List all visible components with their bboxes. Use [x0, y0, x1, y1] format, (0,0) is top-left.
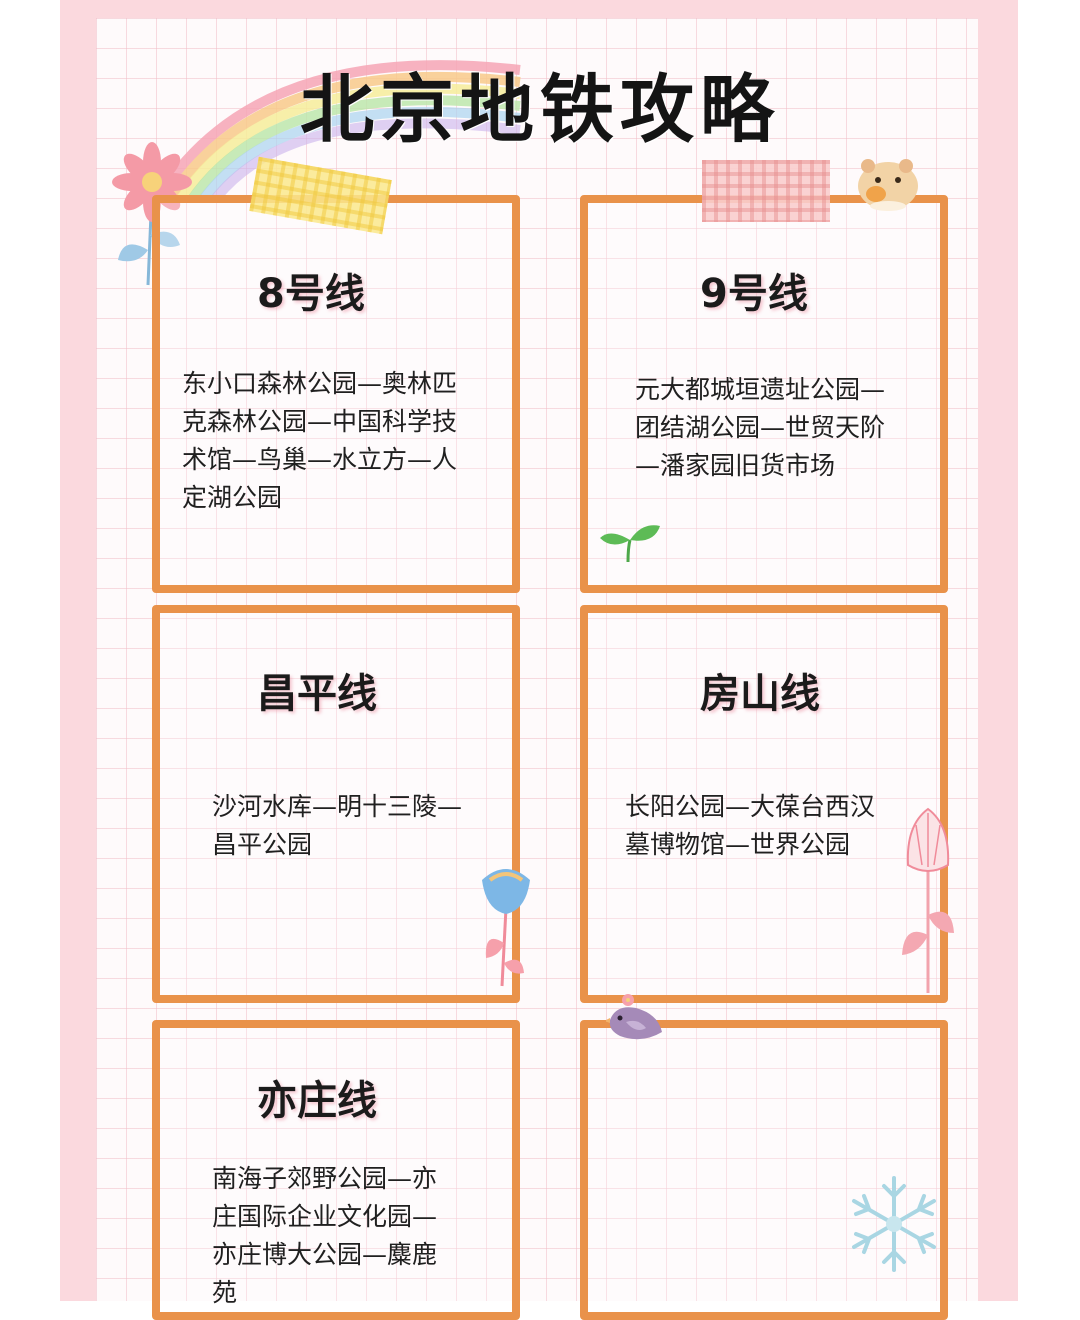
- station-line: 克森林公园—中国科学技: [182, 407, 458, 436]
- card-changping-line: 昌平线 沙河水库—明十三陵— 昌平公园: [152, 605, 520, 1003]
- hamster-icon: [858, 159, 918, 211]
- card-stations: 长阳公园—大葆台西汉 墓博物馆—世界公园: [625, 788, 875, 864]
- station-line: 长阳公园—大葆台西汉: [625, 792, 876, 821]
- station-line: 苑: [212, 1278, 238, 1307]
- snowflake-icon: [852, 1176, 936, 1272]
- card-stations: 元大都城垣遗址公园— 团结湖公园—世贸天阶 —潘家园旧货市场: [635, 371, 885, 485]
- station-line: 墓博物馆—世界公园: [625, 830, 851, 859]
- station-line: 庄国际企业文化园—: [212, 1202, 438, 1231]
- station-line: 东小口森林公园—奥林匹: [182, 369, 458, 398]
- card-fangshan-line: 房山线 长阳公园—大葆台西汉 墓博物馆—世界公园: [580, 605, 948, 1003]
- card-title: 昌平线: [257, 671, 377, 717]
- station-line: 术馆—鸟巢—水立方—人: [182, 445, 458, 474]
- card-yizhuang-line: 亦庄线 南海子郊野公园—亦 庄国际企业文化园— 亦庄博大公园—麋鹿 苑: [152, 1020, 520, 1320]
- station-line: 定湖公园: [182, 483, 283, 512]
- station-line: 昌平公园: [212, 830, 313, 859]
- sprout-icon: [600, 525, 660, 563]
- card-stations: 沙河水库—明十三陵— 昌平公园: [212, 788, 462, 864]
- card-title: 8号线: [257, 271, 365, 317]
- card-title: 亦庄线: [257, 1078, 377, 1124]
- card-line-8: 8号线 东小口森林公园—奥林匹 克森林公园—中国科学技 术馆—鸟巢—水立方—人 …: [152, 195, 520, 593]
- pink-flower-icon: [112, 142, 192, 286]
- card-stations: 南海子郊野公园—亦 庄国际企业文化园— 亦庄博大公园—麋鹿 苑: [212, 1160, 437, 1312]
- bird-icon: [606, 994, 662, 1040]
- station-line: 元大都城垣遗址公园—: [635, 375, 886, 404]
- card-title: 9号线: [700, 271, 808, 317]
- pink-tape-icon: [702, 160, 830, 222]
- station-line: 南海子郊野公园—亦: [212, 1164, 438, 1193]
- rainbow-icon: [155, 60, 521, 200]
- station-line: —潘家园旧货市场: [635, 451, 836, 480]
- card-title: 房山线: [700, 671, 820, 717]
- page-title: 北京地铁攻略: [300, 67, 780, 153]
- lily-flower-icon: [902, 807, 954, 993]
- card-line-9: 9号线 元大都城垣遗址公园— 团结湖公园—世贸天阶 —潘家园旧货市场: [580, 195, 948, 593]
- station-line: 沙河水库—明十三陵—: [212, 792, 463, 821]
- empty-card: [580, 1020, 948, 1320]
- card-stations: 东小口森林公园—奥林匹 克森林公园—中国科学技 术馆—鸟巢—水立方—人 定湖公园: [182, 365, 457, 517]
- blue-flower-icon: [482, 869, 530, 987]
- station-line: 团结湖公园—世贸天阶: [635, 413, 886, 442]
- grid-paper: [96, 18, 978, 1301]
- station-line: 亦庄博大公园—麋鹿: [212, 1240, 438, 1269]
